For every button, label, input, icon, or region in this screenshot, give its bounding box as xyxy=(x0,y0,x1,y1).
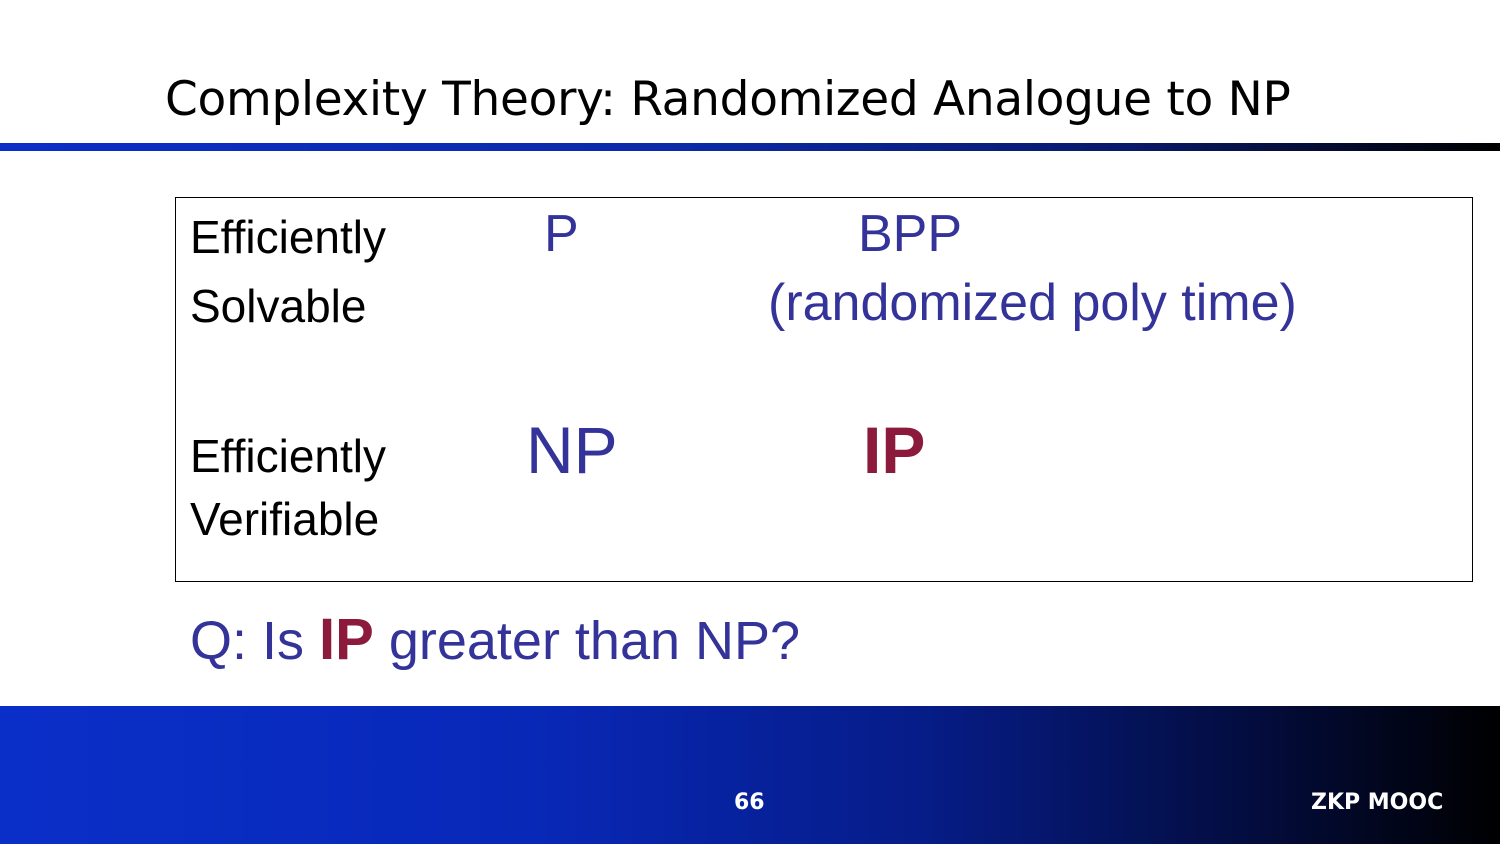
class-bpp-note: (randomized poly time) xyxy=(768,274,1297,332)
slide-title: Complexity Theory: Randomized Analogue t… xyxy=(165,72,1291,127)
title-divider xyxy=(0,143,1500,151)
question-suffix: greater than NP? xyxy=(373,611,801,671)
footer-bar xyxy=(0,706,1500,844)
class-ip: IP xyxy=(863,413,926,487)
class-p: P xyxy=(544,205,579,263)
complexity-table xyxy=(175,197,1473,582)
class-np: NP xyxy=(526,413,618,487)
question-text: Q: Is IP greater than NP? xyxy=(190,606,800,673)
class-bpp: BPP xyxy=(858,205,963,263)
question-highlight-ip: IP xyxy=(319,607,374,672)
question-prefix: Q: Is xyxy=(190,611,320,671)
footer-brand: ZKP MOOC xyxy=(1311,790,1444,815)
row-label-solvable-line2: Solvable xyxy=(190,280,367,332)
row-label-solvable-line1: Efficiently xyxy=(190,211,387,263)
row-label-verifiable-line1: Efficiently xyxy=(190,430,387,482)
row-label-verifiable-line2: Verifiable xyxy=(190,493,380,545)
page-number: 66 xyxy=(734,790,765,815)
